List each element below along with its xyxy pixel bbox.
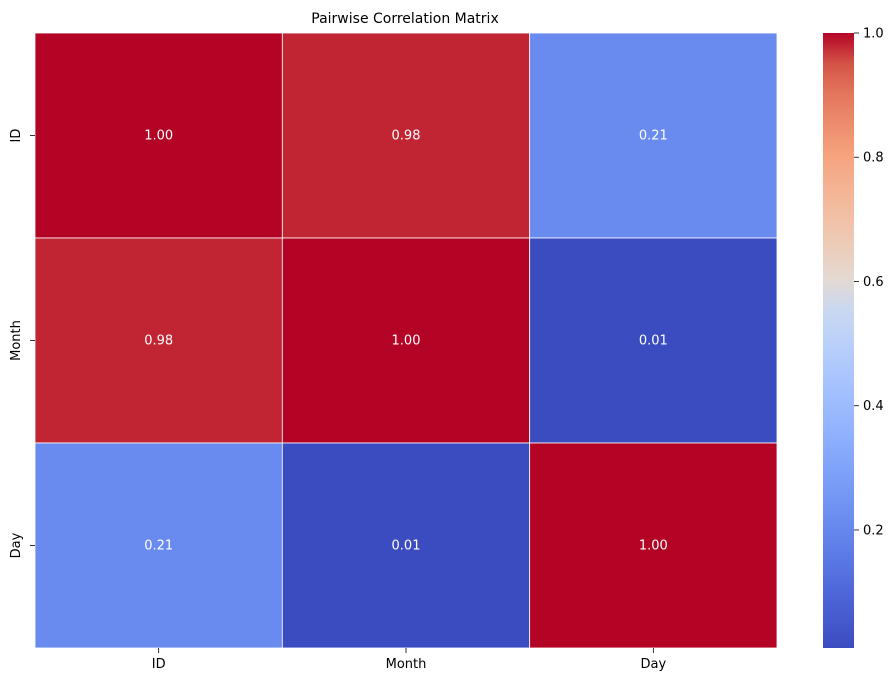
colorbar-tick-label: 0.6 <box>863 275 884 290</box>
cell-value-label: 0.98 <box>392 129 421 144</box>
x-axis: ID Month Day <box>152 648 666 672</box>
cell-value-label: 1.00 <box>639 539 668 554</box>
x-tick-label: ID <box>152 657 166 672</box>
cell-value-label: 0.21 <box>144 539 173 554</box>
x-tick-label: Day <box>640 657 666 672</box>
heatmap-cell <box>34 32 283 239</box>
cell-value-label: 1.00 <box>392 334 421 349</box>
x-tick-label: Month <box>386 657 427 672</box>
colorbar-tick-label: 1.0 <box>863 27 884 42</box>
colorbar-tick-label: 0.8 <box>863 151 884 166</box>
y-tick-label: Day <box>9 532 24 558</box>
heatmap-cell <box>34 237 283 444</box>
y-tick-label: Month <box>9 320 24 361</box>
chart-title: Pairwise Correlation Matrix <box>311 11 498 27</box>
cell-value-label: 1.00 <box>144 129 173 144</box>
colorbar-tick-label: 0.4 <box>863 399 884 414</box>
cell-value-label: 0.01 <box>392 539 421 554</box>
heatmap-cell <box>281 32 531 239</box>
colorbar-tick-label: 0.2 <box>863 523 884 538</box>
colorbar: 0.2 0.4 0.6 0.8 1.0 <box>823 27 884 648</box>
heatmap-cells: 1.00 0.98 0.21 0.98 1.00 0.01 0.21 0.01 1.00 <box>34 32 778 649</box>
heatmap-cell <box>529 237 778 444</box>
y-axis: ID Month Day <box>9 129 35 558</box>
colorbar-gradient <box>823 33 854 648</box>
heatmap-cell <box>281 442 531 649</box>
heatmap-cell <box>529 32 778 239</box>
cell-value-label: 0.01 <box>639 334 668 349</box>
heatmap-cell <box>34 442 283 649</box>
cell-value-label: 0.98 <box>144 334 173 349</box>
y-tick-label: ID <box>9 129 24 143</box>
cell-value-label: 0.21 <box>639 129 668 144</box>
heatmap-cell <box>281 237 531 444</box>
